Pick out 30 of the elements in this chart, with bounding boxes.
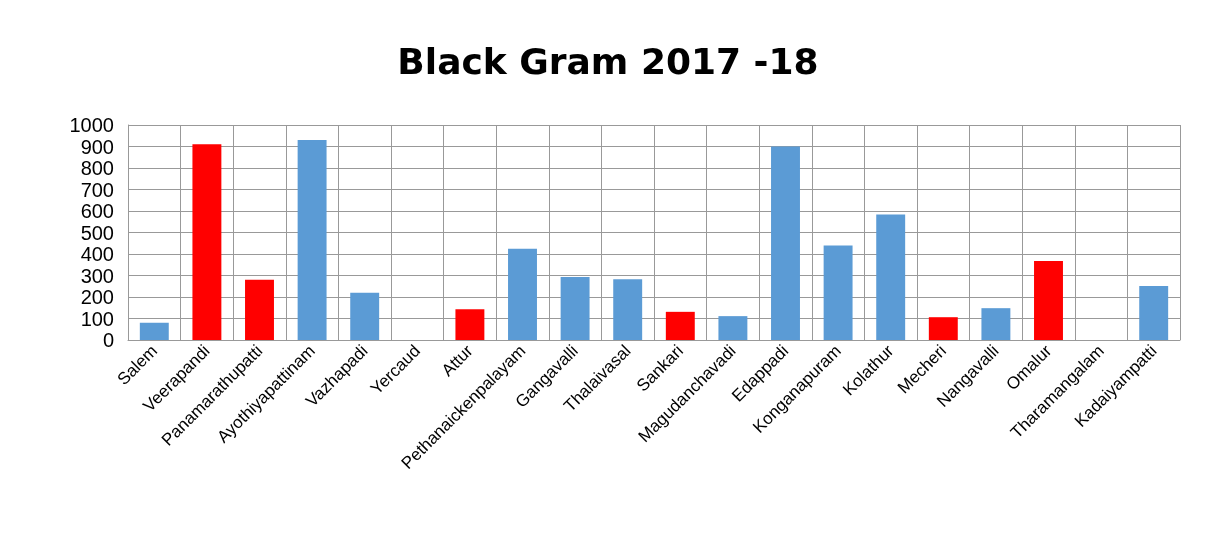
bar — [560, 277, 590, 340]
bar — [139, 322, 169, 340]
y-tick-label: 100 — [80, 307, 114, 330]
y-tick-label: 500 — [80, 221, 114, 244]
y-tick-label: 200 — [80, 286, 114, 308]
y-tick-label: 400 — [80, 243, 114, 265]
y-tick-label: 600 — [80, 200, 114, 222]
bar — [508, 248, 537, 340]
bar — [665, 311, 695, 340]
bar — [1034, 261, 1063, 340]
bar — [771, 146, 800, 340]
bar — [823, 245, 853, 340]
bar — [876, 214, 906, 340]
y-tick-label: 700 — [80, 178, 114, 201]
y-tick-label: 900 — [80, 135, 114, 158]
bar — [1139, 286, 1169, 340]
y-tick-label: 1000 — [69, 114, 114, 136]
bar — [981, 308, 1011, 340]
y-tick-label: 0 — [102, 329, 114, 351]
bar — [192, 144, 222, 340]
bar — [455, 309, 485, 340]
bar — [613, 279, 643, 340]
y-tick-label: 800 — [80, 157, 114, 179]
bar — [350, 292, 380, 340]
y-tick-label: 300 — [80, 264, 114, 287]
bar — [928, 317, 958, 340]
bar — [245, 279, 274, 340]
chart-title: Black Gram 2017 -18 — [397, 40, 819, 82]
bar — [718, 316, 748, 340]
bar — [297, 140, 327, 340]
